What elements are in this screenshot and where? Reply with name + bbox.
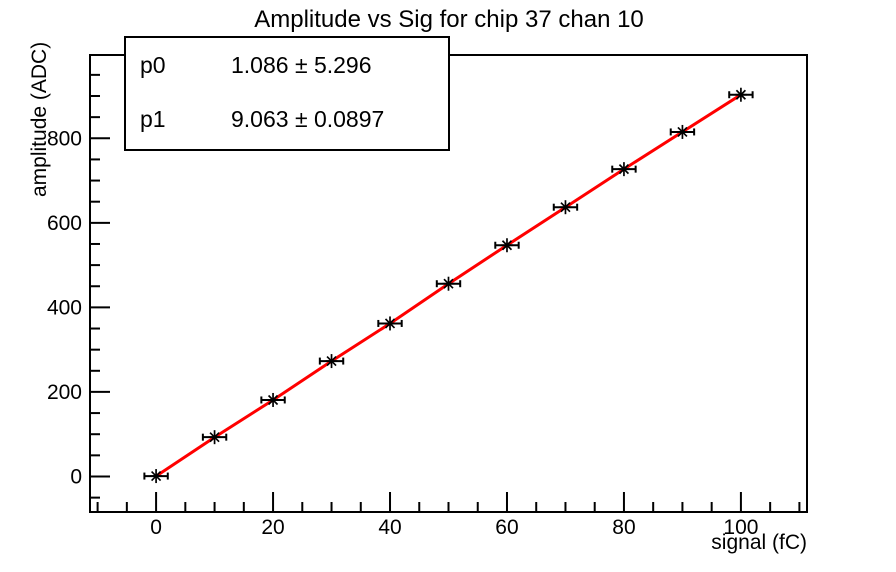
y-axis-title: amplitude (ADC) [28, 42, 51, 197]
data-point-marker [494, 238, 520, 253]
y-tick-label: 600 [47, 212, 82, 235]
y-axis: 0 200 400 600 800 [47, 73, 110, 499]
stats-p0-value: 1.086 ± 5.296 [231, 52, 372, 78]
data-point-marker [611, 162, 637, 177]
stats-p1-name: p1 [140, 106, 166, 132]
chart-title: Amplitude vs Sig for chip 37 chan 10 [254, 6, 644, 33]
data-series [143, 87, 754, 484]
marker-spoke [267, 394, 279, 406]
data-point-marker [552, 200, 579, 215]
marker-spoke [501, 240, 513, 251]
stats-p0-name: p0 [140, 52, 166, 78]
y-tick-label: 400 [47, 296, 82, 319]
marker-spoke [677, 126, 688, 138]
data-point-marker [377, 316, 403, 331]
data-point-marker [201, 430, 228, 445]
marker-spoke [150, 470, 162, 482]
x-tick-label: 20 [261, 516, 284, 539]
data-point-marker [318, 354, 345, 369]
x-axis: 0 20 40 60 80 100 [96, 492, 801, 539]
data-point-marker [260, 392, 286, 407]
marker-spoke [735, 89, 747, 100]
marker-spoke [209, 432, 220, 443]
x-axis-title: signal (fC) [711, 531, 807, 554]
stats-box-border [124, 36, 450, 151]
x-tick-label: 100 [723, 516, 758, 539]
stats-box: p0 1.086 ± 5.296 p1 9.063 ± 0.0897 [124, 36, 450, 151]
y-tick-label: 0 [70, 465, 82, 488]
data-point-marker [669, 124, 696, 139]
data-point-marker [435, 276, 462, 291]
marker-spoke [326, 355, 337, 367]
y-tick-label: 200 [47, 381, 82, 404]
x-tick-label: 0 [150, 516, 162, 539]
marker-spoke [443, 278, 454, 289]
marker-spoke [384, 318, 396, 329]
x-tick-label: 40 [378, 516, 401, 539]
marker-spoke [560, 202, 571, 213]
marker-spoke [618, 164, 630, 175]
data-point-marker [143, 469, 169, 484]
x-tick-label: 60 [495, 516, 518, 539]
stats-p1-value: 9.063 ± 0.0897 [231, 106, 384, 132]
data-point-marker [728, 87, 754, 102]
x-tick-label: 80 [612, 516, 635, 539]
y-tick-label: 800 [47, 127, 82, 150]
